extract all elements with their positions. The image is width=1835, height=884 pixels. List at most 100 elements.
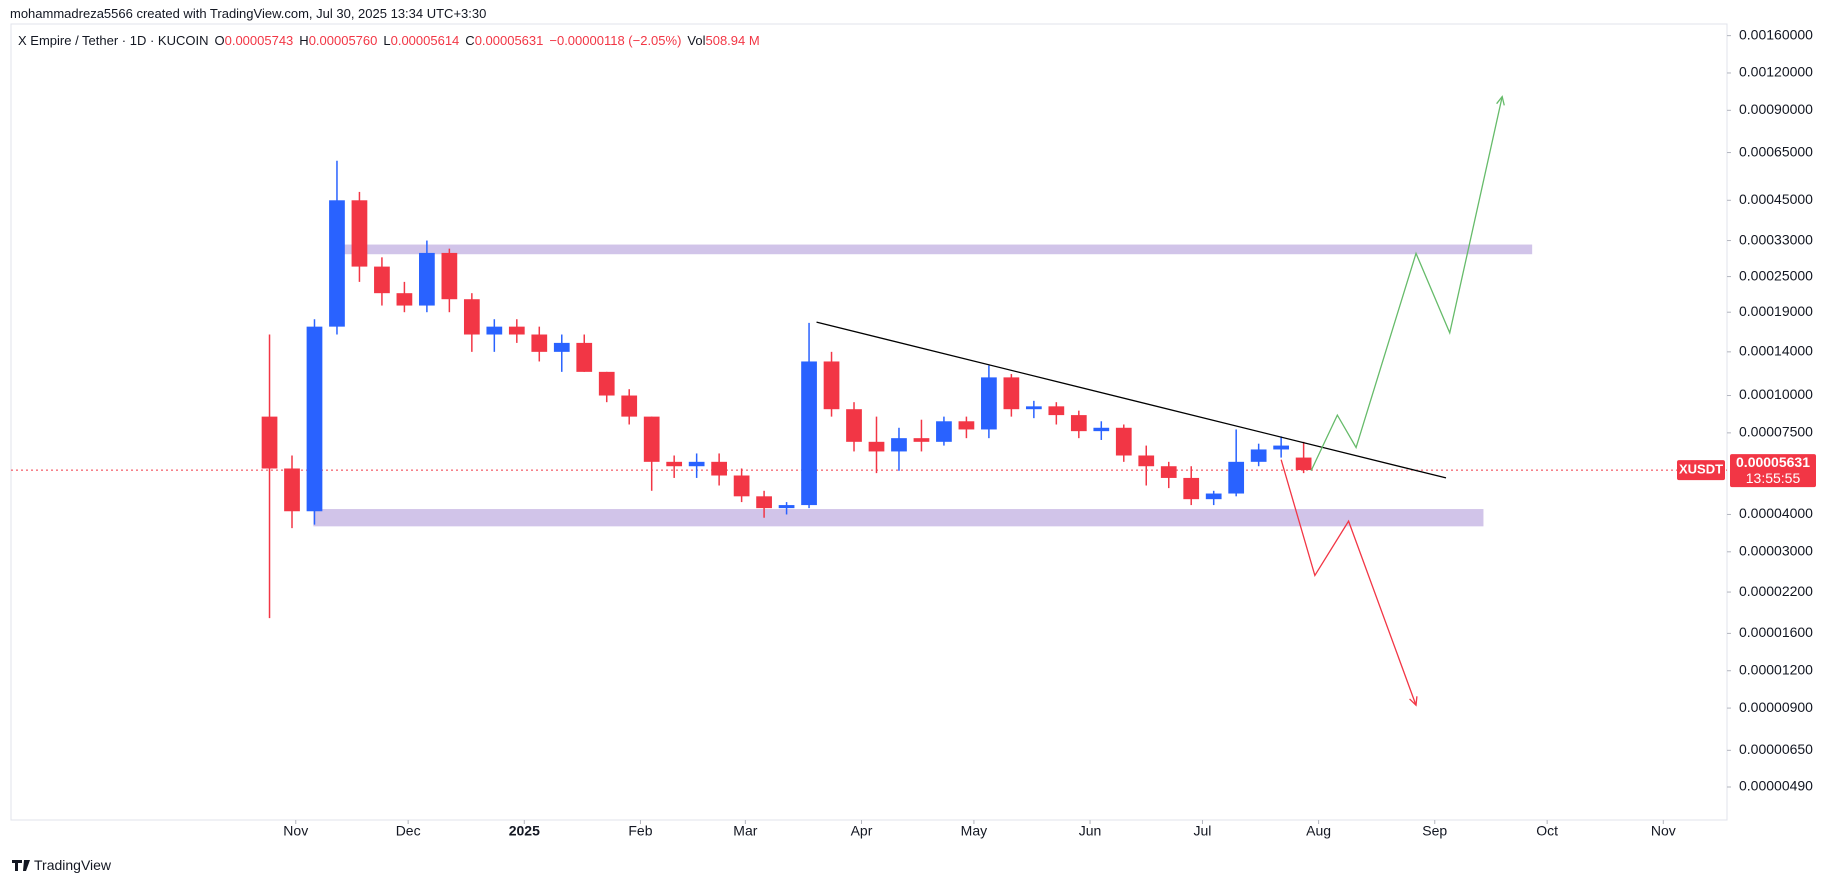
legend-item: L0.00005614	[383, 33, 459, 48]
candle-body	[688, 461, 705, 467]
candle-body	[486, 326, 503, 335]
x-tick-label: 2025	[509, 823, 540, 839]
candle-body	[1138, 455, 1155, 467]
candle-body	[419, 252, 435, 306]
y-tick-label: 0.00010000	[1739, 386, 1813, 402]
y-tick-label: 0.00090000	[1739, 101, 1813, 117]
candle-body	[531, 334, 548, 352]
y-tick-label: 0.00160000	[1739, 26, 1813, 42]
candle-body	[284, 468, 300, 512]
candle-body	[913, 438, 930, 442]
zone	[313, 509, 1484, 527]
legend-change: −0.00000118 (−2.05%)	[549, 33, 682, 48]
logo	[12, 860, 30, 871]
candle-body	[868, 441, 885, 452]
candle-body	[441, 252, 458, 300]
legend-key: Vol	[687, 33, 706, 48]
candle-body	[1273, 445, 1290, 450]
legend-value: 508.94 M	[705, 33, 760, 48]
candle-body	[374, 266, 390, 294]
candle-body	[261, 416, 278, 469]
symbol-tag	[1677, 460, 1725, 481]
candle-body	[981, 377, 997, 430]
legend-item: O0.00005743	[214, 33, 293, 48]
candle-body	[621, 395, 638, 417]
legend-key: L	[383, 33, 391, 48]
candle-body	[329, 200, 345, 327]
candle-body	[1070, 415, 1087, 432]
zone	[342, 244, 1533, 255]
candle-body	[823, 361, 840, 410]
candle-body	[1025, 406, 1042, 410]
y-tick-label: 0.00007500	[1739, 424, 1813, 440]
header: mohammadreza5566 created with TradingVie…	[10, 6, 487, 21]
y-tick-label: 0.00045000	[1739, 191, 1813, 207]
legend-key: C	[465, 33, 475, 48]
legend-value: 0.00005631	[474, 33, 544, 48]
y-tick-label: 0.00004000	[1739, 505, 1813, 521]
candle-body	[396, 293, 413, 306]
x-tick-label: Jun	[1079, 823, 1102, 839]
x-tick-label: Nov	[1651, 823, 1676, 839]
y-tick-label: 0.00033000	[1739, 231, 1813, 247]
arrow-head	[1409, 696, 1418, 707]
price-tag	[1730, 454, 1816, 488]
x-tick-label: Aug	[1306, 823, 1331, 839]
y-tick-label: 0.00000900	[1739, 699, 1813, 715]
candle-body	[1003, 377, 1020, 410]
legend-item: H0.00005760	[299, 33, 377, 48]
y-tick-label: 0.00014000	[1739, 343, 1813, 359]
legend-vol: Vol508.94 M	[687, 33, 759, 48]
candle-body	[598, 371, 615, 396]
candle-body	[711, 461, 727, 476]
legend-value: 0.00005743	[224, 33, 294, 48]
price-tag-label: 0.00005631	[1736, 454, 1810, 470]
drawing-line	[816, 321, 1447, 479]
symbol-label: XUSDT	[1679, 462, 1723, 477]
arrow-head	[1496, 95, 1505, 106]
x-tick-label: Jul	[1194, 823, 1212, 839]
y-tick-label: 0.00002200	[1739, 583, 1813, 599]
legend-value: 0.00005614	[390, 33, 460, 48]
plot-frame	[10, 23, 1728, 821]
candle-body	[891, 438, 907, 452]
candle-body	[351, 200, 368, 267]
candle-body	[1250, 449, 1267, 462]
x-tick-label: Mar	[733, 823, 757, 839]
legend-item: C0.00005631	[465, 33, 543, 48]
y-tick-label: 0.00000490	[1739, 778, 1813, 794]
candle-body	[1228, 461, 1245, 494]
y-tick-label: 0.00001200	[1739, 661, 1813, 677]
candle-body	[1093, 427, 1110, 432]
candle-body	[643, 416, 660, 462]
y-tick-label: 0.00003000	[1739, 543, 1813, 559]
legend-title: X Empire / Tether · 1D · KUCOIN	[18, 33, 209, 48]
legend: X Empire / Tether · 1D · KUCOIN O0.00005…	[18, 33, 760, 48]
candle-body	[778, 505, 795, 509]
drawing-line	[1280, 459, 1417, 706]
candle-body	[666, 461, 683, 467]
x-tick-label: May	[961, 823, 987, 839]
candle-body	[553, 342, 570, 352]
x-tick-label: Dec	[396, 823, 421, 839]
candle-body	[958, 421, 975, 430]
y-tick-label: 0.00065000	[1739, 143, 1813, 159]
x-tick-label: Nov	[283, 823, 308, 839]
y-tick-label: 0.00025000	[1739, 267, 1813, 283]
candle-body	[936, 421, 952, 442]
candle-body	[576, 342, 593, 372]
candle-body	[1160, 466, 1177, 478]
candle-body	[846, 409, 862, 442]
candle-body	[508, 326, 525, 335]
y-tick-label: 0.00019000	[1739, 303, 1813, 319]
x-tick-label: Sep	[1422, 823, 1447, 839]
candle-body	[1115, 427, 1132, 456]
legend-key: H	[299, 33, 309, 48]
y-tick-label: 0.00120000	[1739, 64, 1813, 80]
x-tick-label: Oct	[1536, 823, 1558, 839]
legend-value: 0.00005760	[308, 33, 378, 48]
price-countdown: 13:55:55	[1746, 470, 1801, 486]
candle-body	[733, 475, 750, 497]
candle-body	[1048, 406, 1065, 416]
